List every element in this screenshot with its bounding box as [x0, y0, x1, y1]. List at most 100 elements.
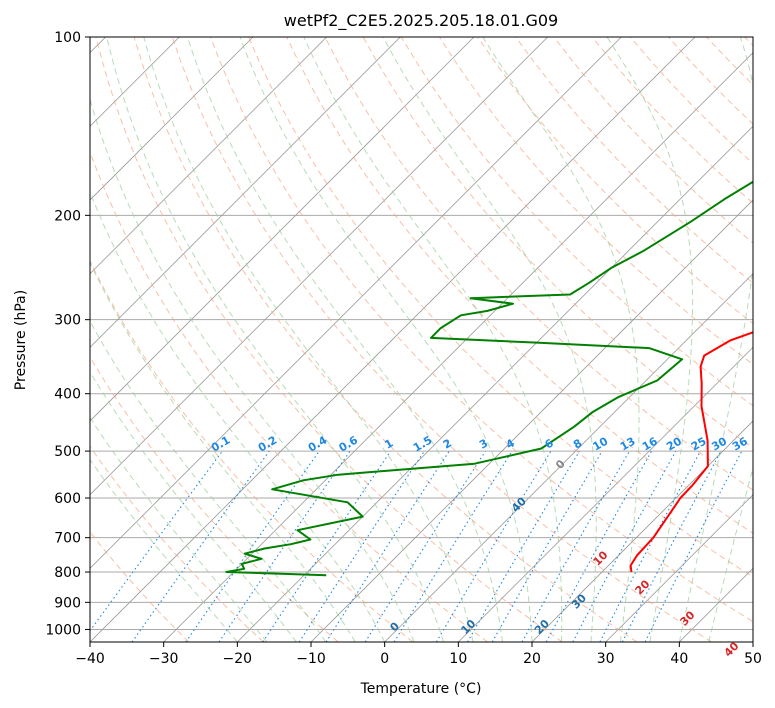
moist-adiabat-line: [482, 37, 640, 642]
dry-adiabat-line: [668, 37, 753, 125]
dry-adiabat-line: [210, 37, 753, 623]
mixing-ratio-label: 2: [441, 437, 454, 452]
moist-adiabat-line: [143, 37, 474, 642]
dewpoint-profile-line: [225, 180, 753, 577]
isotherm-line: [90, 37, 327, 275]
dry-adiabat-line: [171, 37, 712, 642]
y-tick-label: 100: [54, 30, 81, 46]
mixing-ratio-line: [572, 450, 677, 642]
mixing-ratio-line: [435, 450, 552, 642]
x-tick-label: 30: [597, 651, 615, 667]
isotherm-line: [531, 420, 753, 642]
mixing-ratio-line: [599, 450, 701, 642]
moist-adiabat-label: 30: [678, 608, 698, 628]
mixing-ratio-line: [325, 450, 450, 642]
moist-adiabat-line: [606, 37, 694, 642]
dry-adiabat-line: [133, 37, 638, 642]
x-tick-label: −40: [75, 651, 105, 667]
y-tick-label: 300: [54, 313, 81, 329]
y-tick-label: 900: [54, 595, 81, 611]
x-axis-label: Temperature (°C): [360, 681, 482, 697]
moist-adiabat-line: [90, 370, 297, 642]
dry-adiabat-line: [248, 37, 753, 578]
x-tick-label: 40: [670, 651, 688, 667]
mixing-ratio-line: [185, 450, 320, 642]
y-tick-label: 700: [54, 531, 81, 547]
mixing-ratio-line: [364, 450, 486, 642]
mixing-ratio-line: [131, 450, 270, 642]
mixing-ratio-line: [521, 450, 630, 642]
x-tick-label: 0: [380, 651, 389, 667]
isotherm-line: [90, 37, 548, 496]
label-layer: 0.10.20.40.611.52346810131620253036-100-…: [209, 433, 750, 659]
y-tick-label: 600: [54, 491, 81, 507]
x-tick-label: 10: [449, 651, 467, 667]
moist-adiabat-line: [382, 37, 597, 642]
dry-adiabat-label: 20: [532, 617, 552, 637]
mixing-ratio-line: [218, 450, 351, 642]
dry-adiabat-line: [95, 37, 563, 642]
series-layer: [225, 180, 753, 577]
dry-adiabat-line: [286, 37, 753, 534]
dry-adiabat-line: [90, 150, 488, 642]
moist-adiabat-line: [239, 37, 533, 642]
dry-adiabat-label: 10: [458, 617, 478, 637]
isotherm-line: [679, 567, 753, 642]
y-axis-label: Pressure (hPa): [13, 290, 29, 390]
dry-adiabat-line: [324, 37, 753, 491]
y-tick-label: 1000: [45, 622, 81, 638]
dry-adiabat-line: [744, 37, 753, 47]
mixing-ratio-line: [644, 450, 743, 642]
mixing-ratio-label: 6: [543, 436, 556, 451]
mixing-ratio-label: 4: [504, 436, 517, 451]
y-tick-label: 200: [54, 208, 81, 224]
x-tick-label: −30: [149, 651, 179, 667]
dry-adiabat-line: [90, 356, 339, 642]
dry-adiabat-line: [515, 37, 753, 284]
moist-adiabat-line: [708, 465, 753, 642]
mixing-ratio-line: [467, 450, 580, 642]
mixing-ratio-line: [90, 450, 223, 632]
isotherm-line: [90, 37, 696, 642]
y-tick-label: 800: [54, 565, 81, 581]
dry-adiabat-line: [553, 37, 753, 244]
isotherm-line: [90, 37, 622, 569]
x-tick-label: 50: [744, 651, 762, 667]
chart-title: wetPf2_C2E5.2025.205.18.01.G09: [284, 11, 558, 31]
x-tick-label: −20: [223, 651, 253, 667]
moist-adiabat-line: [678, 37, 753, 642]
plot-frame: [89, 36, 754, 643]
moist-adiabat-line: [90, 416, 268, 642]
moist-adiabat-line: [90, 320, 327, 642]
x-tick-label: −10: [296, 651, 326, 667]
moist-adiabat-line: [106, 37, 445, 642]
isotherm-line: [90, 37, 401, 348]
moist-adiabat-line: [90, 458, 238, 642]
dry-adiabat-line: [90, 259, 414, 642]
grid-layer: [90, 37, 753, 642]
mixing-ratio-line: [262, 450, 392, 642]
moist-adiabat-line: [187, 37, 503, 642]
mixing-ratio-line: [298, 450, 425, 642]
moist-adiabat-line: [303, 37, 563, 642]
x-tick-label: 20: [523, 651, 541, 667]
dry-adiabat-line: [438, 37, 753, 366]
tick-layer: −40 −30 −20 −10 0 10 20 30 40 5010020030040050060…: [45, 30, 762, 667]
dry-adiabat-line: [591, 37, 753, 204]
mixing-ratio-line: [393, 450, 513, 642]
moist-adiabat-line: [90, 261, 356, 642]
isotherm-line: [458, 346, 753, 642]
isotherm-line: [90, 37, 254, 201]
dry-adiabat-line: [90, 445, 264, 642]
moist-adiabat-label: 0: [553, 457, 568, 472]
moist-adiabat-line: [90, 97, 415, 642]
isotherm-line: [237, 125, 753, 642]
moist-adiabat-label: 10: [591, 548, 611, 568]
isotherm-line: [90, 37, 475, 422]
temperature-profile-line: [629, 331, 753, 573]
isotherm-line: [752, 641, 753, 642]
mixing-ratio-line: [545, 450, 653, 642]
y-tick-label: 400: [54, 387, 81, 403]
isotherm-line: [384, 273, 753, 642]
